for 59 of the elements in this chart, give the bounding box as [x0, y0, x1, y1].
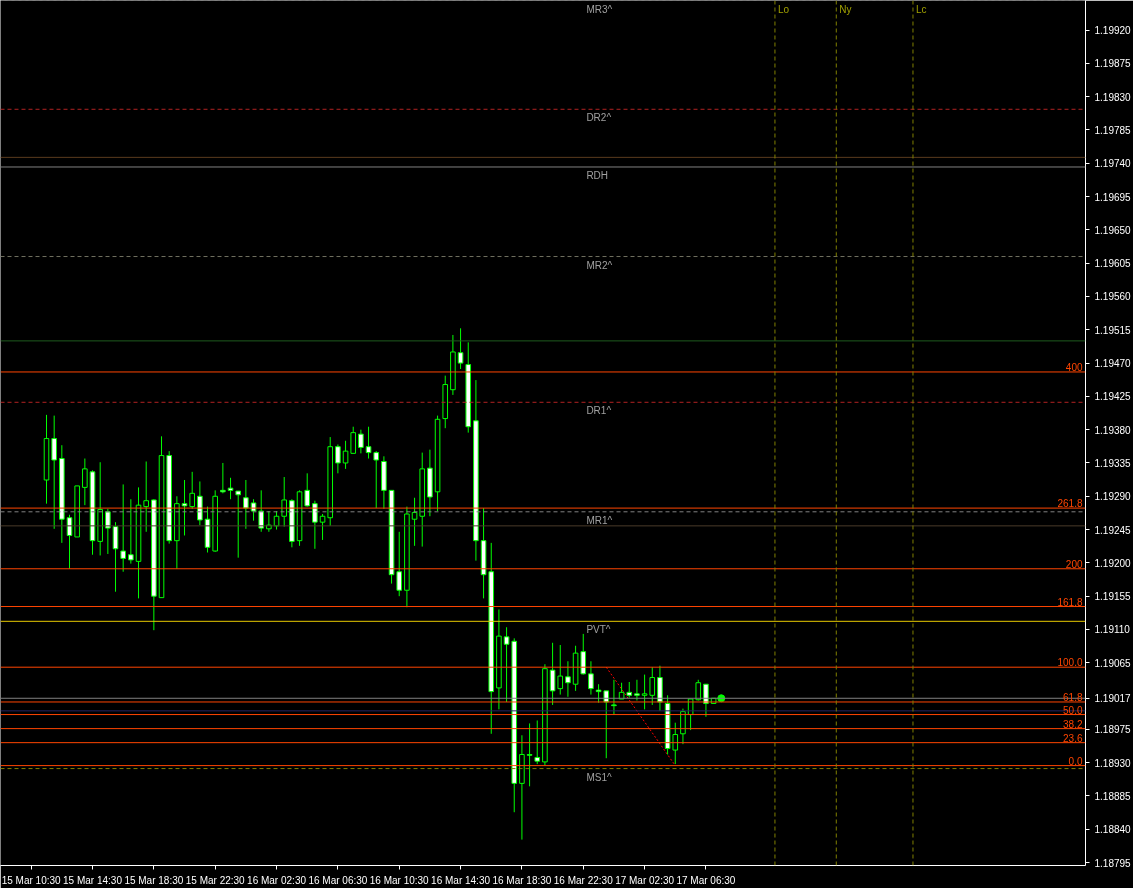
y-tick-label: 1.19155	[1094, 591, 1132, 603]
x-tick-label: 15 Mar 18:30	[124, 874, 184, 886]
y-tick-label: 1.19560	[1094, 291, 1132, 303]
x-tick-label: 17 Mar 06:30	[676, 874, 736, 886]
y-tick-label: 1.19335	[1094, 457, 1132, 469]
y-tick-label: 1.19425	[1094, 391, 1132, 403]
annotation: 61.8	[1063, 691, 1083, 703]
ref-line-label: MR3^	[586, 3, 613, 15]
ref-line-label: PVT^	[586, 624, 611, 636]
y-tick-label: 1.19017	[1094, 693, 1132, 705]
y-tick-label: 1.19695	[1094, 191, 1132, 203]
y-tick-label: 1.19290	[1094, 491, 1132, 503]
x-tick-label: 16 Mar 18:30	[492, 874, 552, 886]
x-tick-label: 15 Mar 10:30	[1, 874, 62, 886]
y-tick-label: 1.19740	[1094, 158, 1132, 170]
ref-line-label: Lo	[777, 3, 790, 15]
y-tick-label: 1.19200	[1094, 557, 1132, 569]
ref-line-label: MS1^	[586, 771, 612, 783]
x-tick-label: 16 Mar 14:30	[431, 874, 491, 886]
x-tick-label: 15 Mar 22:30	[185, 874, 246, 886]
annotation: 23.6	[1063, 732, 1083, 744]
y-tick-label: 1.19245	[1094, 524, 1132, 536]
y-tick-label: 1.18885	[1094, 790, 1132, 802]
annotation: 38.2	[1063, 718, 1083, 730]
annotation: 200	[1065, 558, 1083, 570]
y-tick-label: 1.19650	[1094, 224, 1132, 236]
annotation: 50.0	[1063, 704, 1083, 716]
y-tick-label: 1.19830	[1094, 91, 1132, 103]
y-tick-label: 1.19065	[1094, 657, 1132, 669]
y-tick-label: 1.18795	[1094, 857, 1132, 869]
x-tick-label: 16 Mar 10:30	[369, 874, 430, 886]
ref-line-label: Lc	[915, 3, 927, 15]
y-tick-label: 1.19470	[1094, 358, 1132, 370]
ref-line-label: Ny	[839, 3, 852, 15]
annotation: 261.8	[1057, 498, 1083, 510]
ref-line-label: RDH	[586, 169, 609, 181]
ref-line-label: MR2^	[586, 259, 613, 271]
x-tick-label: 17 Mar 02:30	[615, 874, 675, 886]
y-tick-label: 1.19785	[1094, 124, 1132, 136]
y-tick-label: 1.19515	[1094, 324, 1132, 336]
y-tick-label: 1.18840	[1094, 824, 1132, 836]
ref-line-label: DR1^	[586, 405, 612, 417]
y-tick-label: 1.18930	[1094, 757, 1132, 769]
y-tick-label: 1.18975	[1094, 724, 1132, 736]
annotation: 0.0	[1068, 755, 1083, 767]
x-tick-label: 16 Mar 02:30	[247, 874, 307, 886]
y-tick-label: 1.19875	[1094, 58, 1132, 70]
x-tick-label: 16 Mar 22:30	[553, 874, 614, 886]
y-tick-label: 1.19605	[1094, 258, 1132, 270]
y-tick-label: 1.19380	[1094, 424, 1132, 436]
ref-line-label: MR1^	[586, 514, 613, 526]
annotation: 100.0	[1057, 657, 1083, 669]
annotation: 400	[1065, 361, 1083, 373]
annotation: 161.8	[1057, 596, 1083, 608]
ref-line-label: DR2^	[586, 112, 612, 124]
y-tick-label: 1.19110	[1094, 624, 1131, 636]
x-tick-label: 16 Mar 06:30	[308, 874, 368, 886]
x-tick-label: 15 Mar 14:30	[63, 874, 123, 886]
y-tick-label: 1.19920	[1094, 25, 1132, 37]
